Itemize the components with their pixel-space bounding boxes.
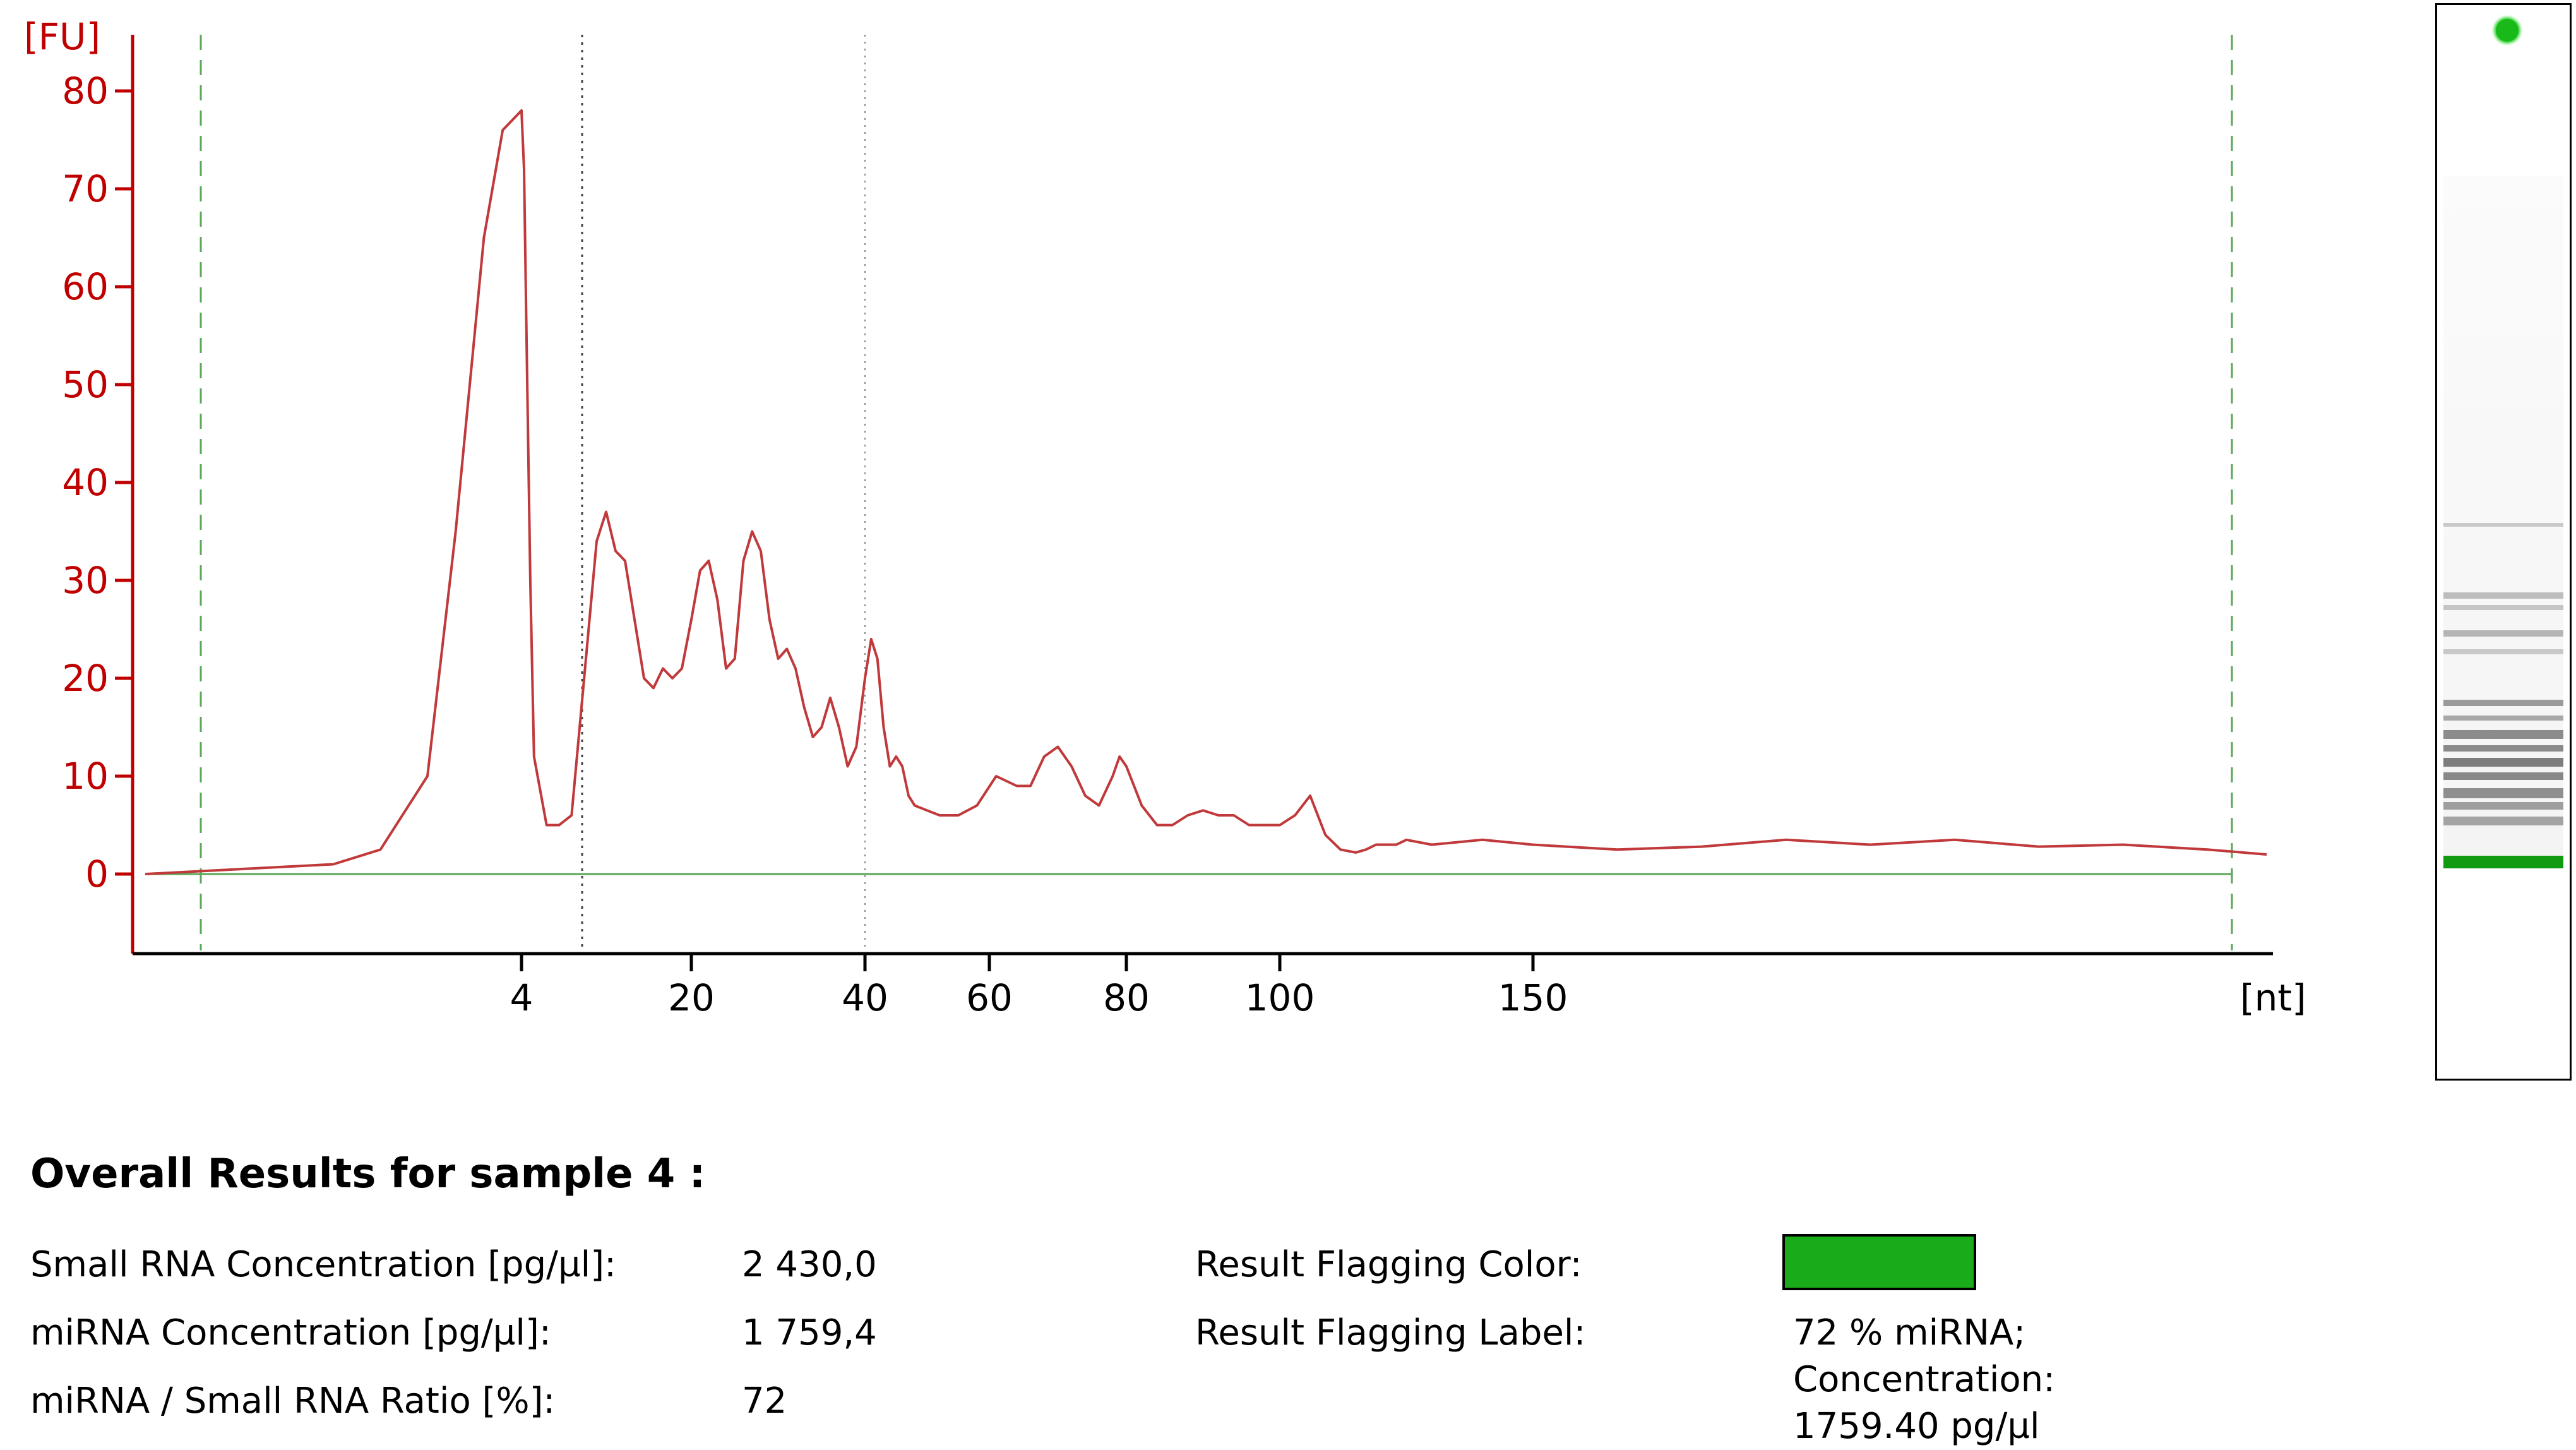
y-tick-label: 80 — [62, 69, 109, 112]
gel-image-lane — [2435, 3, 2572, 1081]
x-tick-label: 4 — [510, 976, 534, 1019]
small-rna-concentration-label: Small RNA Concentration [pg/µl]: — [30, 1244, 616, 1285]
flag-label-line-3: 1759.40 pg/µl — [1793, 1406, 2040, 1447]
mirna-concentration-label: miRNA Concentration [pg/µl]: — [30, 1312, 551, 1353]
x-tick-label: 40 — [842, 976, 888, 1019]
x-tick-label: 150 — [1498, 976, 1568, 1019]
flag-color-label: Result Flagging Color: — [1195, 1244, 1582, 1285]
gel-band — [2443, 649, 2563, 654]
gel-band — [2443, 605, 2563, 610]
gel-band — [2443, 523, 2563, 527]
gel-band — [2443, 772, 2563, 780]
flag-label-line-1: 72 % miRNA; — [1793, 1312, 2026, 1353]
gel-band — [2443, 716, 2563, 721]
flag-label-label: Result Flagging Label: — [1195, 1312, 1586, 1353]
electropherogram-chart: 0 10 20 30 40 50 60 70 80 [FU] 4 20 40 60 80 100 150 [nt] — [24, 15, 2306, 1019]
gel-band — [2443, 745, 2563, 752]
x-axis-label: [nt] — [2240, 976, 2306, 1019]
x-tick-label: 20 — [668, 976, 715, 1019]
y-tick-label: 40 — [62, 461, 109, 504]
x-tick-label: 80 — [1103, 976, 1150, 1019]
mirna-concentration-value: 1 759,4 — [742, 1312, 877, 1353]
flag-color-swatch — [1782, 1234, 1976, 1290]
y-tick-label: 0 — [85, 853, 109, 896]
y-tick-label: 70 — [62, 167, 109, 210]
gel-band — [2443, 802, 2563, 810]
gel-lower-marker-band — [2443, 856, 2563, 868]
y-tick-label: 30 — [62, 559, 109, 602]
y-tick-label: 10 — [62, 755, 109, 798]
y-tick-label: 60 — [62, 265, 109, 308]
gel-background — [2443, 176, 2563, 858]
gel-band — [2443, 730, 2563, 739]
electropherogram-trace — [145, 109, 2267, 875]
gel-band — [2443, 592, 2563, 599]
gel-status-indicator-icon — [2496, 19, 2519, 42]
mirna-ratio-value: 72 — [742, 1381, 787, 1422]
gel-band — [2443, 630, 2563, 637]
mirna-ratio-label: miRNA / Small RNA Ratio [%]: — [30, 1381, 556, 1422]
small-rna-concentration-value: 2 430,0 — [742, 1244, 877, 1285]
flag-label-line-2: Concentration: — [1793, 1359, 2056, 1400]
y-tick-label: 50 — [62, 363, 109, 406]
gel-band — [2443, 817, 2563, 825]
x-tick-label: 100 — [1245, 976, 1315, 1019]
y-axis-label: [FU] — [24, 15, 100, 58]
x-tick-label: 60 — [966, 976, 1013, 1019]
gel-band — [2443, 758, 2563, 767]
gel-band — [2443, 788, 2563, 798]
results-title: Overall Results for sample 4 : — [30, 1151, 706, 1197]
gel-band — [2443, 700, 2563, 706]
y-tick-label: 20 — [62, 657, 109, 700]
